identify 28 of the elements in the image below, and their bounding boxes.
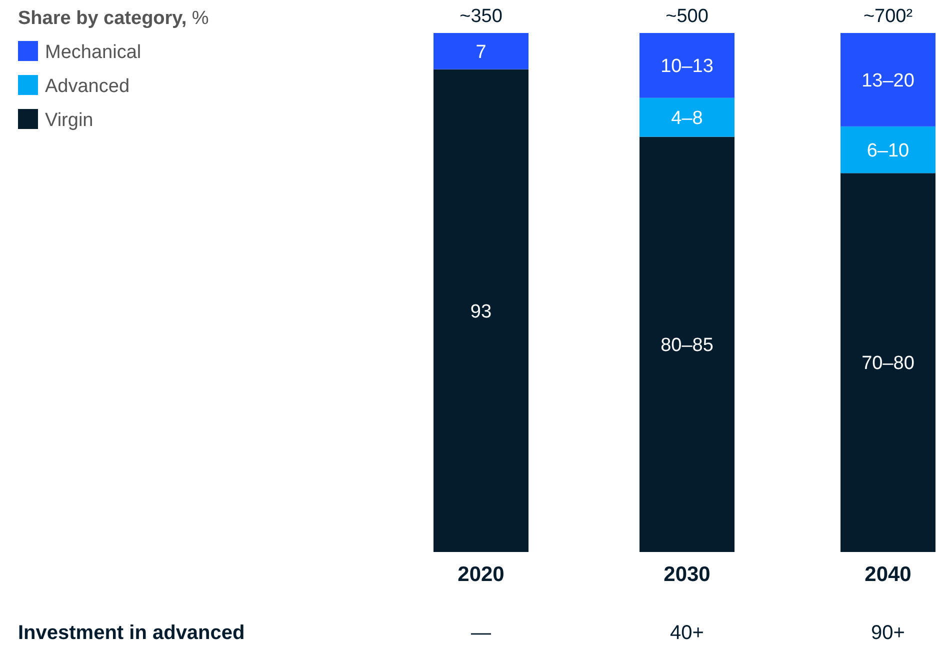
legend-label: Advanced: [45, 76, 130, 97]
bar: [640, 98, 734, 137]
text: ~350: [460, 6, 502, 27]
x-tick-label: 2040: [864, 563, 912, 586]
data-label: 80–85: [660, 335, 714, 356]
text: Investment in advanced: [18, 622, 245, 644]
legend-label: Mechanical: [45, 42, 142, 63]
bar: [434, 33, 528, 70]
data-label: 6–10: [866, 140, 910, 162]
bar: [840, 33, 936, 126]
text: —: [471, 622, 491, 644]
text: 90+: [871, 622, 905, 644]
text: ~500: [666, 6, 708, 27]
data-label: 13–20: [862, 70, 914, 92]
x-tick-label: 2030: [664, 563, 710, 586]
data-label: 10–13: [660, 56, 714, 78]
bar: [840, 173, 936, 552]
legend-title: Share by category, %: [18, 8, 209, 29]
data-label: 7: [476, 42, 486, 63]
text: ~700²: [863, 6, 913, 27]
x-tick-label: 2020: [458, 563, 504, 586]
data-label: 70–80: [862, 353, 914, 374]
data-label: 4–8: [671, 108, 703, 129]
legend-label: Virgin: [45, 110, 94, 131]
data-label: 93: [470, 301, 492, 322]
bar: [840, 126, 936, 174]
bar: [434, 69, 528, 552]
text: 40+: [670, 622, 704, 644]
